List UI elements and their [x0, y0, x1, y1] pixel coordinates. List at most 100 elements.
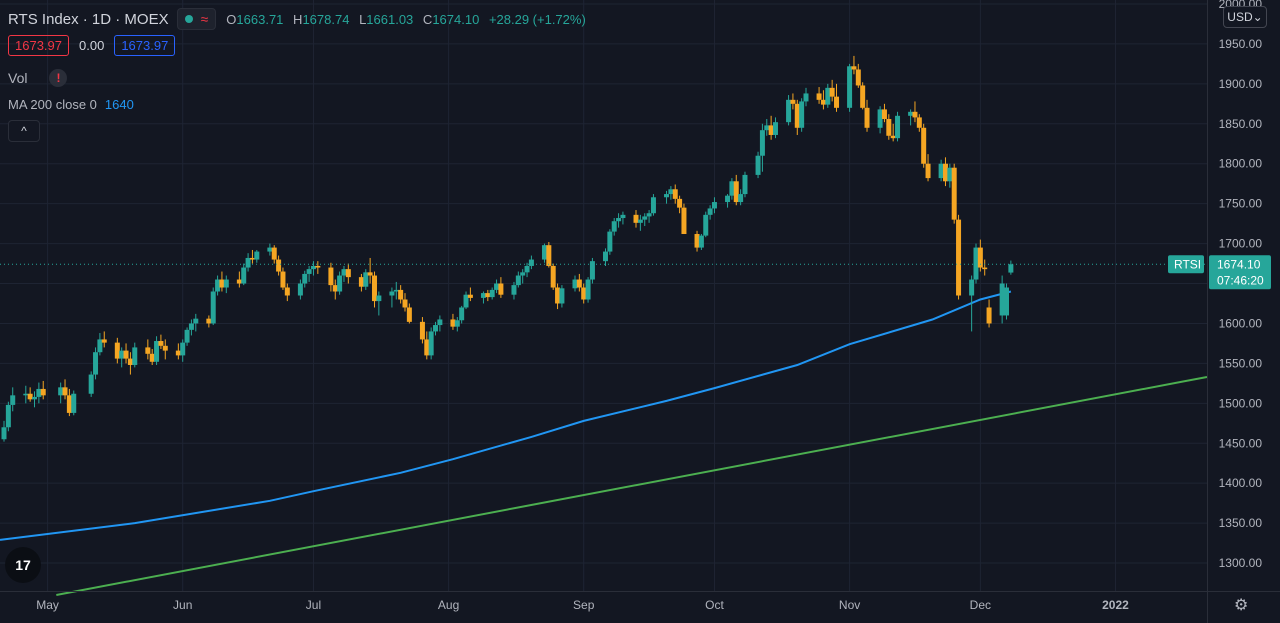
candle-body[interactable] [977, 247, 983, 268]
candle-body[interactable] [607, 231, 613, 252]
candle-body[interactable] [175, 350, 181, 356]
candle-body[interactable] [681, 207, 687, 235]
candle-body[interactable] [223, 279, 229, 288]
candle-body[interactable] [589, 261, 595, 280]
ma200-line[interactable] [0, 290, 1012, 541]
candle-body[interactable] [816, 93, 822, 100]
sell-button[interactable]: 1673.97 [8, 35, 69, 56]
candle-body[interactable] [834, 96, 840, 108]
candle-body[interactable] [742, 174, 748, 195]
candle-body[interactable] [572, 279, 578, 289]
candle-body[interactable] [210, 291, 216, 324]
candle-body[interactable] [786, 99, 792, 123]
candle-body[interactable] [973, 247, 979, 280]
candle-body[interactable] [393, 289, 399, 292]
candle-body[interactable] [633, 214, 639, 223]
candle-body[interactable] [541, 245, 547, 260]
candle-body[interactable] [646, 213, 652, 217]
candle-body[interactable] [668, 189, 674, 195]
candle-body[interactable] [895, 115, 901, 139]
candle-body[interactable] [555, 287, 561, 304]
candle-body[interactable] [459, 307, 465, 321]
candle-body[interactable] [27, 393, 33, 400]
candle-body[interactable] [916, 117, 922, 128]
candle-body[interactable] [463, 294, 469, 308]
candle-body[interactable] [367, 272, 373, 276]
candle-body[interactable] [310, 265, 316, 270]
candle-body[interactable] [886, 118, 892, 136]
candle-body[interactable] [145, 347, 151, 354]
candle-body[interactable] [790, 99, 796, 104]
candle-body[interactable] [36, 388, 42, 397]
candle-body[interactable] [524, 265, 530, 273]
candle-body[interactable] [703, 214, 709, 236]
candle-body[interactable] [938, 163, 944, 179]
candle-body[interactable] [860, 85, 866, 108]
candle-body[interactable] [707, 208, 713, 215]
candle-body[interactable] [925, 163, 931, 179]
candle-body[interactable] [890, 135, 896, 139]
candle-body[interactable] [32, 396, 38, 400]
candle-body[interactable] [528, 259, 534, 266]
candle-body[interactable] [454, 320, 460, 327]
candle-body[interactable] [576, 279, 582, 288]
candle-body[interactable] [515, 275, 521, 286]
candle-body[interactable] [511, 285, 517, 295]
candle-body[interactable] [1004, 287, 1009, 316]
candle-body[interactable] [711, 202, 717, 209]
candle-body[interactable] [162, 345, 168, 351]
candle-body[interactable] [616, 218, 622, 222]
candle-body[interactable] [402, 299, 408, 308]
candle-body[interactable] [306, 269, 312, 274]
candle-body[interactable] [23, 393, 29, 396]
volume-legend[interactable]: Vol ! [8, 69, 68, 87]
candle-body[interactable] [297, 283, 303, 296]
candle-body[interactable] [799, 101, 805, 128]
candle-body[interactable] [581, 287, 587, 300]
candle-body[interactable] [58, 387, 64, 396]
candle-body[interactable] [585, 279, 591, 300]
candle-body[interactable] [254, 251, 260, 260]
ma-legend[interactable]: MA 200 close 0 1640 [8, 97, 134, 112]
candle-body[interactable] [206, 318, 212, 324]
candle-body[interactable] [332, 285, 338, 292]
candle-body[interactable] [637, 219, 643, 223]
candle-body[interactable] [855, 69, 861, 86]
candle-body[interactable] [677, 198, 683, 208]
tradingview-logo[interactable]: 17 [5, 547, 41, 583]
candle-body[interactable] [114, 342, 120, 359]
candle-body[interactable] [877, 109, 883, 128]
candle-body[interactable] [820, 99, 826, 105]
candle-body[interactable] [40, 388, 46, 396]
candle-body[interactable] [132, 347, 138, 365]
candle-body[interactable] [864, 107, 870, 128]
candle-body[interactable] [241, 267, 247, 284]
candle-body[interactable] [88, 374, 94, 394]
candle-body[interactable] [603, 251, 608, 262]
candle-body[interactable] [546, 245, 552, 266]
candle-body[interactable] [755, 155, 761, 175]
candle-body[interactable] [847, 66, 853, 108]
candle-body[interactable] [982, 267, 988, 270]
candle-body[interactable] [433, 325, 439, 332]
candle-body[interactable] [881, 109, 887, 119]
candle-body[interactable] [764, 125, 770, 131]
candle-body[interactable] [694, 234, 700, 248]
candle-body[interactable] [733, 181, 739, 203]
candle-body[interactable] [437, 319, 443, 326]
collapse-legend-button[interactable]: ^ [8, 120, 40, 142]
candle-body[interactable] [249, 257, 255, 260]
candle-body[interactable] [650, 197, 656, 214]
candle-body[interactable] [480, 293, 486, 298]
candle-body[interactable] [921, 127, 927, 164]
candle-body[interactable] [376, 295, 382, 302]
candle-body[interactable] [729, 181, 735, 196]
candle-body[interactable] [759, 130, 765, 156]
candle-body[interactable] [271, 247, 277, 260]
candle-body[interactable] [829, 87, 835, 97]
candle-body[interactable] [371, 275, 377, 302]
candle-body[interactable] [550, 265, 556, 288]
candle-body[interactable] [851, 66, 857, 70]
candle-body[interactable] [119, 350, 125, 359]
candle-body[interactable] [345, 269, 351, 278]
